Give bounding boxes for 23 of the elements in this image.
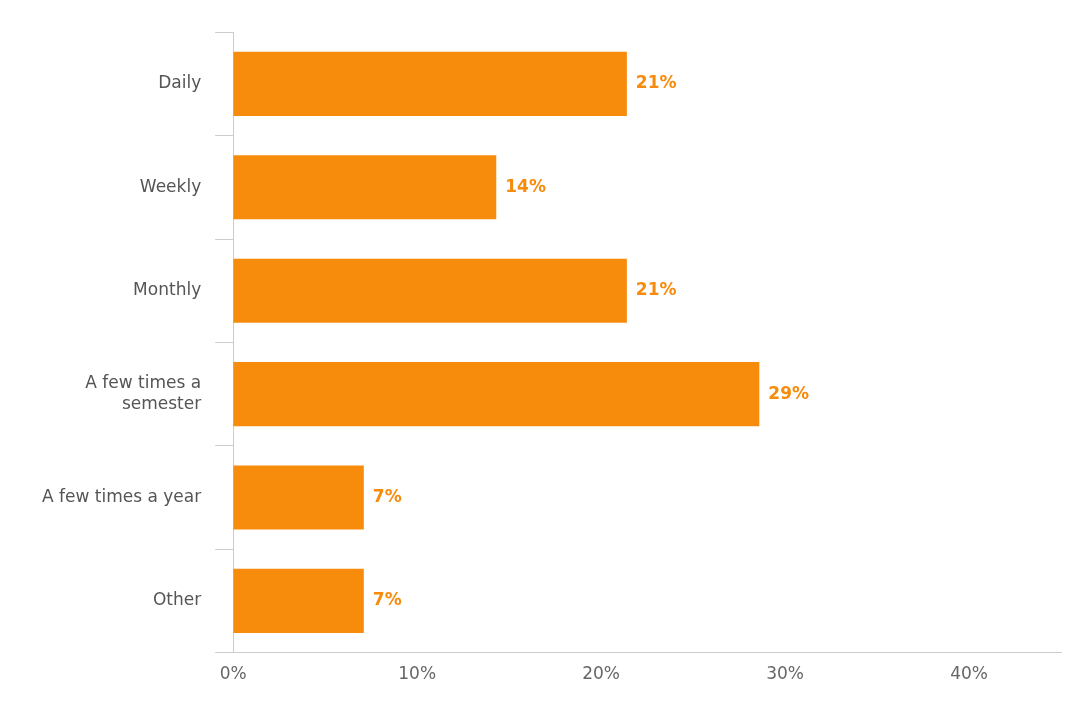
bar — [233, 568, 364, 633]
data-label: 21% — [635, 72, 677, 93]
x-tick-label: 40% — [950, 663, 988, 684]
data-label: 7% — [372, 589, 402, 610]
x-tick-label: 0% — [219, 663, 247, 684]
bar — [233, 155, 497, 220]
data-label: 29% — [768, 382, 810, 403]
bar — [233, 362, 760, 427]
x-tick-label: 10% — [398, 663, 437, 684]
data-label: 14% — [505, 175, 546, 196]
y-tick-label: A few times a semester — [85, 372, 202, 413]
y-tick-label: A few times a year — [42, 485, 202, 506]
data-label: 21% — [635, 279, 677, 300]
x-tick-label: 30% — [766, 663, 804, 684]
bar — [233, 465, 364, 530]
y-tick-label: Monthly — [133, 279, 202, 300]
y-tick-label: Weekly — [139, 175, 202, 196]
bar — [233, 51, 627, 116]
data-label: 7% — [372, 485, 402, 506]
x-tick-label: 20% — [582, 663, 621, 684]
y-tick-label: Other — [152, 589, 202, 610]
bar — [233, 258, 627, 323]
y-tick-label: Daily — [158, 72, 202, 93]
